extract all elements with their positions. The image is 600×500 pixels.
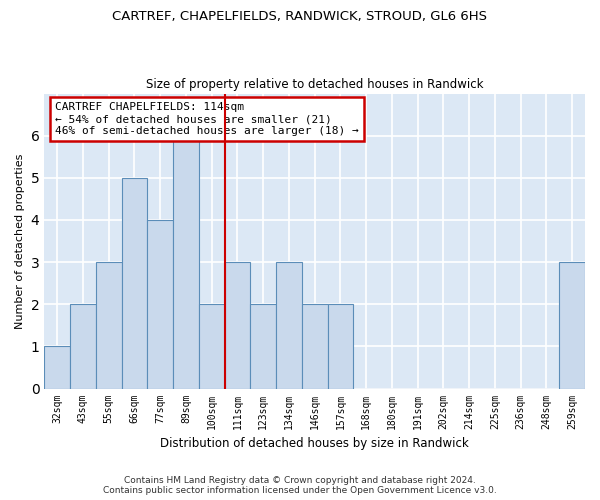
- Bar: [122, 178, 147, 388]
- Y-axis label: Number of detached properties: Number of detached properties: [15, 154, 25, 328]
- Bar: [559, 262, 585, 388]
- Bar: [96, 262, 122, 388]
- Bar: [276, 262, 302, 388]
- Title: Size of property relative to detached houses in Randwick: Size of property relative to detached ho…: [146, 78, 484, 91]
- Bar: [199, 304, 224, 388]
- Bar: [70, 304, 96, 388]
- Bar: [44, 346, 70, 389]
- Bar: [250, 304, 276, 388]
- Bar: [173, 136, 199, 388]
- Text: CARTREF, CHAPELFIELDS, RANDWICK, STROUD, GL6 6HS: CARTREF, CHAPELFIELDS, RANDWICK, STROUD,…: [113, 10, 487, 23]
- Bar: [147, 220, 173, 388]
- Text: Contains HM Land Registry data © Crown copyright and database right 2024.
Contai: Contains HM Land Registry data © Crown c…: [103, 476, 497, 495]
- Bar: [328, 304, 353, 388]
- Bar: [302, 304, 328, 388]
- Bar: [224, 262, 250, 388]
- Text: CARTREF CHAPELFIELDS: 114sqm
← 54% of detached houses are smaller (21)
46% of se: CARTREF CHAPELFIELDS: 114sqm ← 54% of de…: [55, 102, 359, 136]
- X-axis label: Distribution of detached houses by size in Randwick: Distribution of detached houses by size …: [160, 437, 469, 450]
